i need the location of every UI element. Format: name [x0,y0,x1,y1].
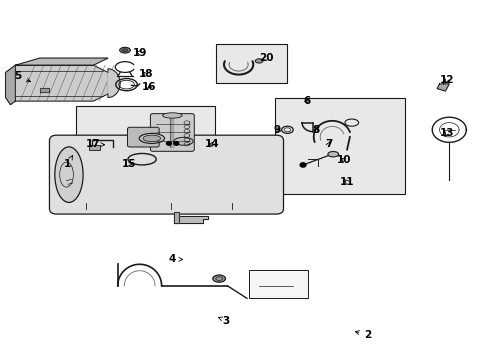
Ellipse shape [255,59,263,63]
Bar [274,98,405,194]
Circle shape [166,141,171,145]
Text: 7: 7 [324,139,331,149]
Text: 12: 12 [439,75,453,85]
Polygon shape [15,58,108,65]
Circle shape [173,141,178,145]
Ellipse shape [122,49,128,51]
Polygon shape [5,65,15,105]
Bar [89,145,100,149]
Bar [216,44,286,83]
Text: 17: 17 [86,139,104,149]
FancyBboxPatch shape [127,127,159,147]
Polygon shape [436,84,448,91]
Text: 4: 4 [168,254,182,264]
Ellipse shape [143,135,160,141]
Text: 10: 10 [336,155,351,165]
Text: 14: 14 [204,139,219,149]
Ellipse shape [173,137,193,145]
Text: 9: 9 [273,125,280,135]
Ellipse shape [120,47,130,53]
Text: 3: 3 [218,316,229,325]
Text: 13: 13 [439,129,453,138]
Text: 18: 18 [138,69,153,79]
Polygon shape [173,212,178,223]
Ellipse shape [139,134,164,143]
Text: 16: 16 [142,82,157,92]
Text: 19: 19 [132,48,147,58]
Polygon shape [15,65,108,101]
Text: 2: 2 [355,330,370,340]
Text: 5: 5 [14,71,30,82]
Ellipse shape [55,147,83,202]
Text: 8: 8 [312,125,319,135]
Text: 15: 15 [122,159,136,169]
Ellipse shape [327,152,338,157]
Polygon shape [173,216,207,223]
Polygon shape [40,88,49,93]
Bar [249,270,307,298]
Polygon shape [108,69,120,98]
Ellipse shape [162,113,182,118]
Text: 6: 6 [303,96,309,106]
FancyBboxPatch shape [150,114,194,151]
Text: 11: 11 [339,177,353,187]
Bar [76,107,215,157]
FancyBboxPatch shape [49,135,283,214]
Text: 20: 20 [259,53,273,63]
Circle shape [300,163,305,167]
Text: 1: 1 [64,156,72,169]
Ellipse shape [212,275,225,282]
